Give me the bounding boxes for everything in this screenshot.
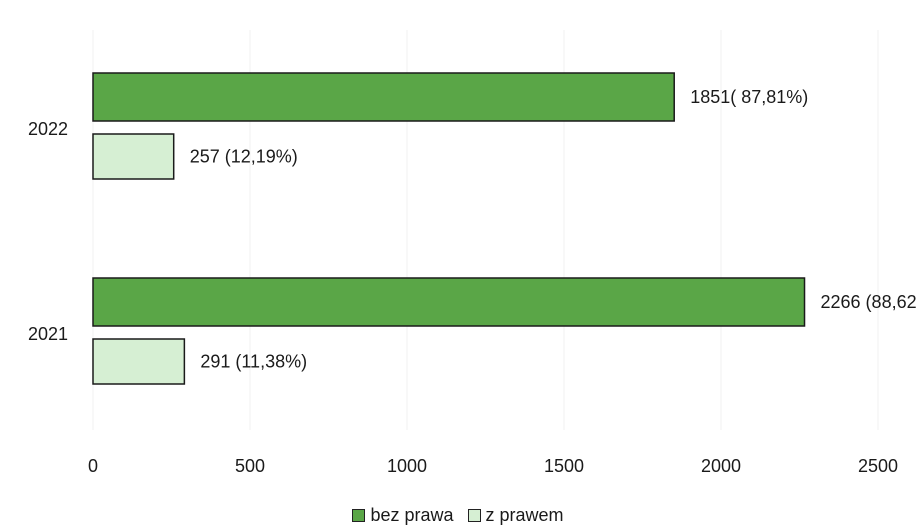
bar-2022-s0 [92, 72, 675, 122]
legend-swatch-bez-prawa [352, 508, 366, 522]
bar-2021-s1 [92, 338, 186, 385]
x-tick-label-0: 0 [88, 456, 98, 476]
bar-2021-s0 [92, 277, 806, 327]
data-label-2021-s1: 291 (11,38%) [200, 352, 307, 372]
data-label-2022-s1: 257 (12,19%) [190, 147, 298, 167]
x-tick-label-3: 1500 [544, 456, 584, 476]
x-tick-label-1: 500 [235, 456, 265, 476]
category-label-0: 2022 [28, 119, 68, 139]
legend-label-z-prawem: z prawem [485, 504, 564, 525]
legend-item-z-prawem: z prawem [467, 504, 564, 526]
data-label-2021-s0: 2266 (88,62%) [821, 292, 916, 312]
x-tick-label-5: 2500 [858, 456, 898, 476]
x-tick-label-2: 1000 [387, 456, 427, 476]
x-tick-label-4: 2000 [701, 456, 741, 476]
legend: bez prawa z prawem [0, 504, 916, 526]
bar-2022-s1 [92, 133, 175, 180]
legend-label-bez-prawa: bez prawa [370, 504, 454, 525]
category-label-1: 2021 [28, 324, 68, 344]
legend-swatch-z-prawem [467, 508, 481, 522]
data-label-2022-s0: 1851( 87,81%) [690, 87, 808, 107]
legend-item-bez-prawa: bez prawa [352, 504, 454, 526]
